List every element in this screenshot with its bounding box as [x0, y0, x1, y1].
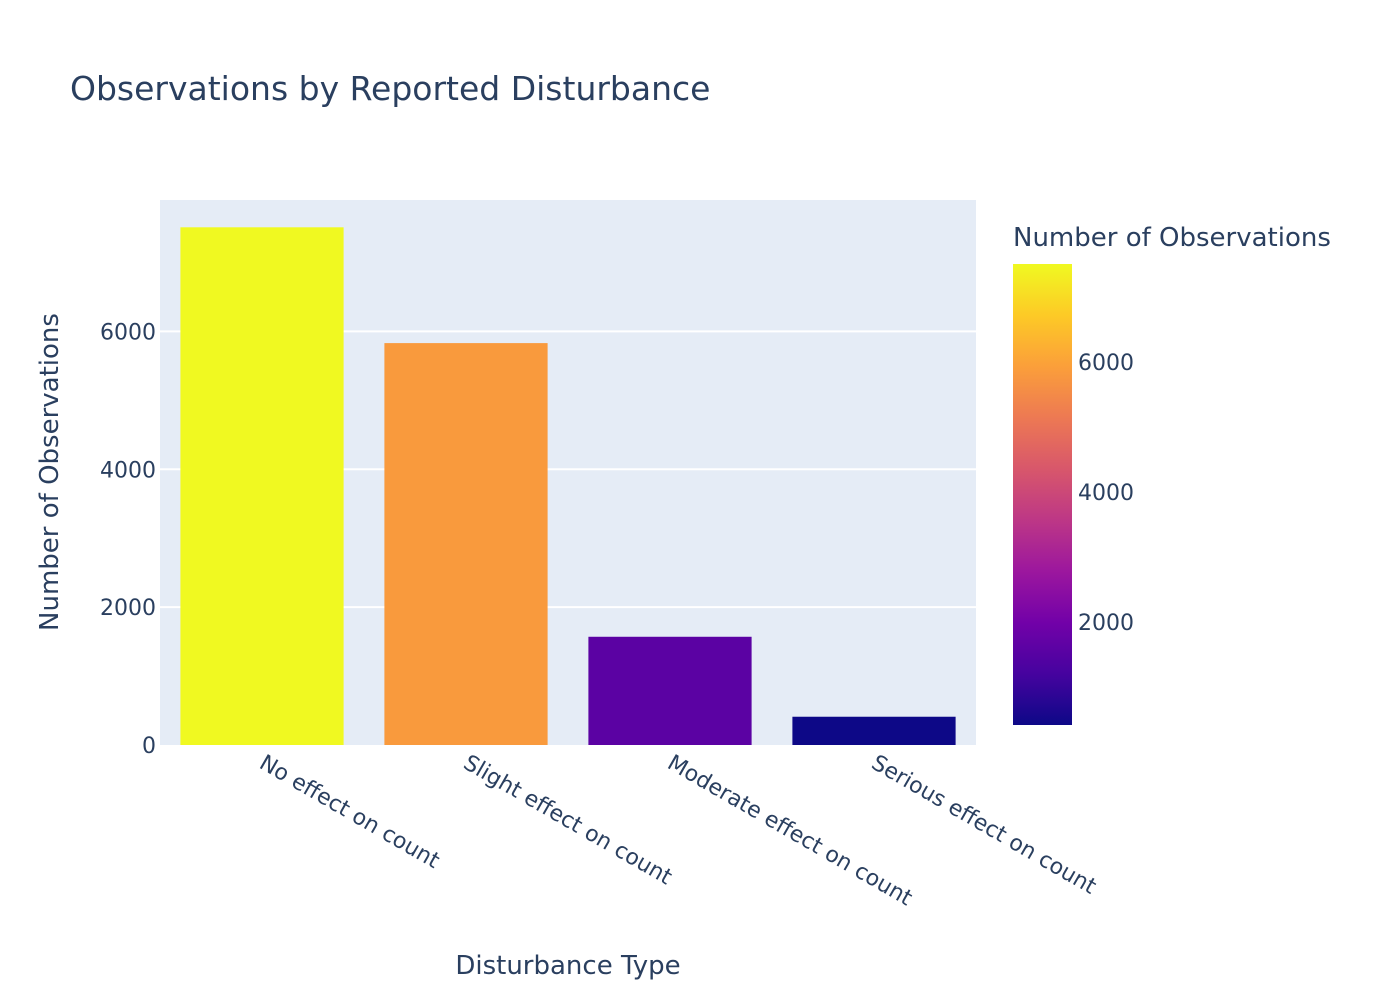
y-tick-label: 6000 [100, 320, 156, 345]
chart-title: Observations by Reported Disturbance [70, 69, 710, 108]
x-axis-label: Disturbance Type [455, 951, 680, 981]
x-tick-label: No effect on count [255, 751, 444, 874]
x-tick-label: Slight effect on count [459, 751, 676, 891]
colorbar-title: Number of Observations [1013, 223, 1331, 253]
x-tick-label: Serious effect on count [867, 751, 1101, 900]
bar [384, 343, 548, 745]
bar [792, 716, 956, 745]
colorbar-tick-label: 4000 [1078, 481, 1134, 506]
x-axis-ticks: No effect on count Slight effect on count… [255, 751, 1101, 912]
colorbar-tick-label: 6000 [1078, 351, 1134, 376]
y-tick-label: 4000 [100, 458, 156, 483]
y-tick-label: 2000 [100, 596, 156, 621]
y-tick-label: 0 [142, 734, 156, 759]
y-axis-ticks: 0 2000 4000 6000 [100, 320, 156, 759]
bars [180, 227, 956, 746]
bar [588, 636, 752, 745]
y-axis-label: Number of Observations [35, 313, 65, 631]
bar [180, 227, 344, 746]
colorbar-tick-label: 2000 [1078, 611, 1134, 636]
colorbar-ticks: 2000 4000 6000 [1078, 351, 1134, 636]
colorbar [1013, 264, 1072, 725]
